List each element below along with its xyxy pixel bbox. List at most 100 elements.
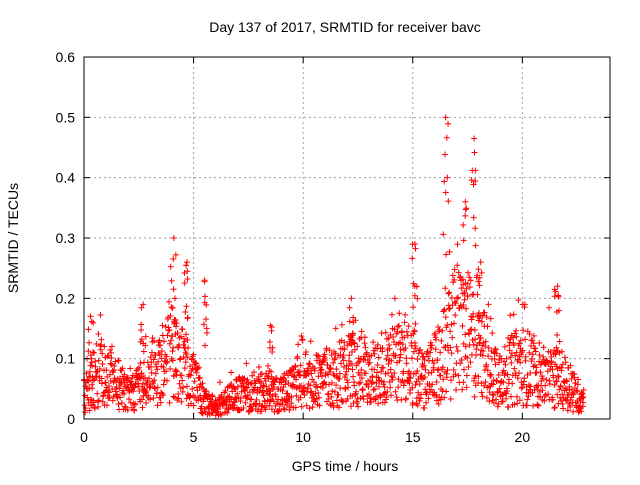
data-point [115,401,122,408]
data-point [350,314,357,321]
data-point [472,225,479,232]
data-point [181,338,188,345]
data-point [157,342,164,349]
data-point [124,375,131,382]
data-point [315,390,322,397]
data-point [327,364,334,371]
data-point [250,369,257,376]
data-point [101,343,108,350]
data-point [202,316,209,323]
data-point [475,266,482,273]
data-point [288,394,295,401]
data-point [440,307,447,314]
data-point [170,235,177,241]
data-point [236,407,243,414]
data-point [195,397,202,404]
data-point [314,352,321,359]
data-point [234,383,241,390]
data-point [463,372,470,379]
data-point [253,377,260,384]
data-point [304,385,311,392]
data-point [140,301,147,308]
data-point [143,399,150,406]
data-point [478,269,485,276]
data-point [138,326,145,333]
data-point [164,332,171,339]
data-point [449,302,456,309]
data-point [269,344,276,351]
data-point [470,181,477,188]
data-point [160,381,167,388]
data-point [93,369,100,376]
data-point [115,357,122,364]
data-point [515,297,522,304]
data-point [272,393,279,400]
data-point [446,305,453,312]
data-point [448,294,455,301]
data-point [178,398,185,405]
data-point [464,293,471,300]
data-point [443,374,450,381]
data-point [301,384,308,391]
data-point [480,382,487,389]
data-point [453,343,460,350]
data-point [200,398,207,405]
data-point [87,362,94,369]
data-point [489,397,496,404]
data-point [178,372,185,379]
data-point [340,352,347,359]
data-point [423,399,430,406]
data-point [445,198,452,205]
data-point [106,394,113,401]
data-point [199,409,206,416]
data-point [354,343,361,350]
data-point [306,405,313,412]
data-point [389,374,396,381]
data-point [450,366,457,373]
data-point [453,386,460,393]
data-point [463,205,470,212]
data-point [463,384,470,391]
data-point [111,362,118,369]
data-point [147,353,154,360]
data-point [355,380,362,387]
data-point [266,391,273,398]
data-point [340,363,347,370]
data-point [459,322,466,329]
data-point [295,371,302,378]
data-point [462,343,469,350]
data-point [438,337,445,344]
data-point [503,390,510,397]
data-point [401,334,408,341]
data-point [538,378,545,385]
data-point [392,352,399,359]
data-point [427,339,434,346]
data-point [471,149,478,156]
data-point [135,364,142,371]
data-point [400,368,407,375]
data-point [193,369,200,376]
data-point [567,362,574,369]
data-point [350,373,357,380]
data-point [314,384,321,391]
data-point [253,396,260,403]
data-point [325,390,332,397]
data-point [343,362,350,369]
data-point [357,355,364,362]
data-point [546,381,553,388]
data-point [238,388,245,395]
data-point [241,375,248,382]
data-point [532,345,539,352]
data-point [472,336,479,343]
data-point [160,392,167,399]
data-point [139,404,146,411]
data-point [565,391,572,398]
data-point [547,349,554,356]
data-point [362,370,369,377]
data-point [244,392,251,399]
data-point [513,349,520,356]
data-point [154,366,161,373]
y-axis-label: SRMTID / TECUs [5,183,21,293]
data-point [375,374,382,381]
data-point [468,326,475,333]
